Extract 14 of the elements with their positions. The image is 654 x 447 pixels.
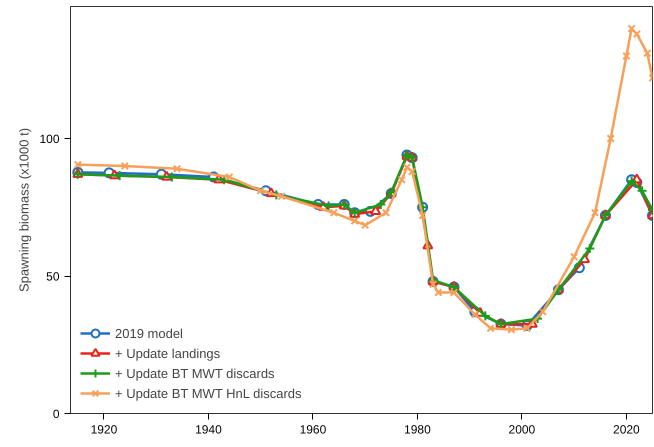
x-tick-label: 1920 (90, 422, 118, 436)
legend-label: + Update BT MWT discards (115, 366, 275, 380)
y-axis-title: Spawning biomass (x1000 t) (16, 128, 32, 292)
legend-label: + Update BT MWT HnL discards (115, 386, 302, 400)
x-tick-label: 2000 (508, 422, 536, 436)
x-tick-label: 1960 (300, 422, 327, 436)
y-tick-label: 100 (39, 132, 60, 146)
x-tick-label: 1940 (195, 422, 222, 436)
x-tick-label: 2020 (613, 422, 640, 436)
legend-label: 2019 model (115, 326, 183, 340)
legend-label: + Update landings (115, 346, 220, 360)
y-tick-label: 50 (46, 270, 60, 284)
y-tick-label: 0 (52, 407, 60, 421)
x-tick-label: 1980 (404, 422, 432, 436)
